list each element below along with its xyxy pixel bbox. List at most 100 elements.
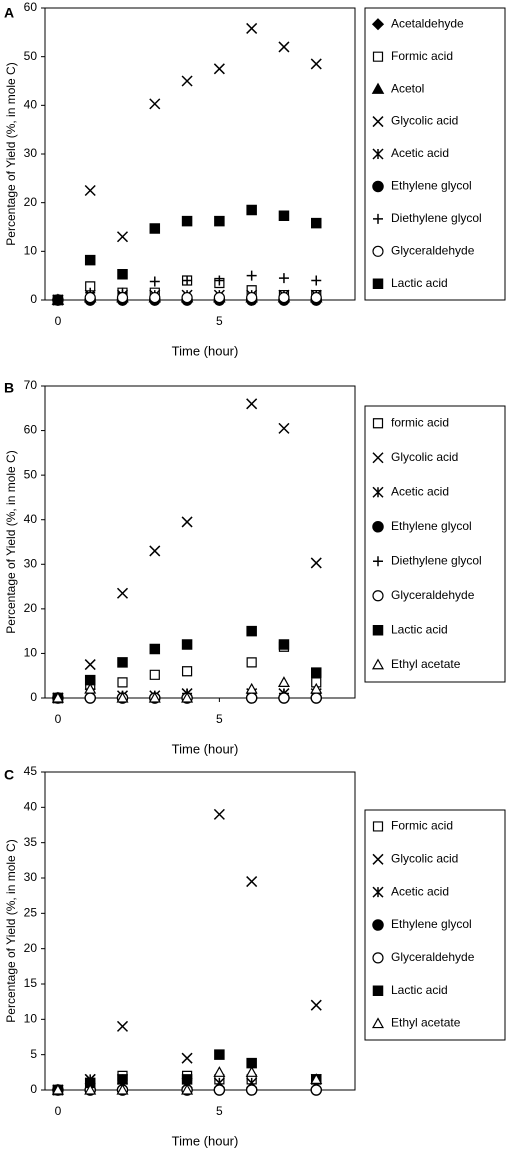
data-point [311,275,322,286]
y-tick-label: 40 [24,98,38,112]
data-point [278,292,290,304]
data-point [311,677,322,688]
data-point [181,666,193,677]
data-point [278,273,289,284]
legend-label: Ethylene glycol [391,179,472,193]
legend-label: Formic acid [391,819,453,833]
data-point [311,217,322,229]
data-point [181,1074,193,1085]
data-point [310,1084,322,1096]
data-point [245,682,258,694]
data-point [310,999,322,1011]
data-point [213,292,225,304]
legend-marker [372,180,384,193]
legend-marker [372,245,384,257]
panel-label: A [4,5,14,21]
y-tick-label: 10 [24,1012,38,1026]
panel-label: B [4,380,14,396]
legend-marker [372,919,384,931]
y-tick-label: 30 [24,146,38,160]
data-point [213,63,225,75]
legend-label: Lactic acid [391,983,448,997]
y-axis-title: Percentage of Yield (%, in mole C) [4,450,18,633]
data-point [84,659,96,671]
legend-marker [372,821,384,832]
data-point [245,1066,258,1077]
data-point [149,545,161,557]
data-point [116,587,129,599]
legend-label: Acetic acid [391,146,449,160]
data-point [246,1084,258,1096]
legend-label: Glycolic acid [391,851,458,865]
plot-frame [44,385,356,699]
data-point [117,677,128,688]
data-point [246,22,258,34]
data-point [181,1052,193,1064]
panel-label: C [4,767,14,783]
data-point [181,516,193,528]
data-point [51,691,64,703]
data-point [213,1066,226,1077]
legend-marker [372,952,384,964]
data-point [277,676,290,687]
legend-marker [372,590,384,602]
legend-label: Glycolic acid [391,450,458,464]
data-point [246,657,257,668]
y-tick-label: 30 [24,870,38,884]
data-point [311,667,322,678]
legend-label: Glyceraldehyde [391,588,475,602]
legend-marker [372,278,384,290]
data-point [181,215,193,227]
data-point [116,1083,129,1095]
legend-frame [364,809,506,1041]
data-point [181,691,194,703]
data-point [310,557,322,569]
y-tick-label: 40 [24,800,38,814]
legend-label: Ethylene glycol [391,519,472,533]
data-point [246,1057,257,1069]
legend-label: Acetic acid [391,484,449,498]
y-tick-label: 20 [24,941,38,955]
y-tick-label: 20 [24,601,38,615]
legend-label: Lactic acid [391,276,448,290]
y-axis-title: Percentage of Yield (%, in mole C) [4,839,18,1022]
data-point [181,75,193,87]
y-tick-label: 70 [24,378,38,392]
data-point [149,643,161,655]
y-tick-label: 60 [24,0,38,14]
data-point [246,692,258,704]
data-point [117,1074,128,1085]
legend-marker [372,625,384,636]
data-point [149,292,161,304]
data-point [84,674,96,686]
y-tick-label: 0 [30,690,37,704]
y-tick-label: 0 [30,292,37,306]
legend-label: Lactic acid [391,622,448,636]
data-point [214,275,225,286]
data-point [310,692,322,704]
data-point [148,691,161,703]
data-point [278,692,290,704]
data-point [182,275,193,286]
data-point [84,254,96,266]
plot-frame [44,771,356,1091]
data-point [310,682,323,694]
data-point [278,639,290,650]
data-point [84,184,96,197]
y-tick-label: 30 [24,556,38,570]
legend-label: formic acid [391,415,449,429]
legend-marker [372,985,384,996]
y-tick-label: 45 [24,764,38,778]
data-point [116,1020,129,1032]
legend-label: Formic acid [391,49,453,63]
legend-marker [372,886,384,898]
data-point [116,292,129,304]
data-point [214,1049,225,1060]
legend-marker [372,521,384,533]
data-point [214,215,225,227]
y-tick-label: 10 [24,244,38,258]
data-point [149,98,161,110]
legend-frame [364,405,506,683]
y-tick-label: 5 [30,1047,37,1061]
